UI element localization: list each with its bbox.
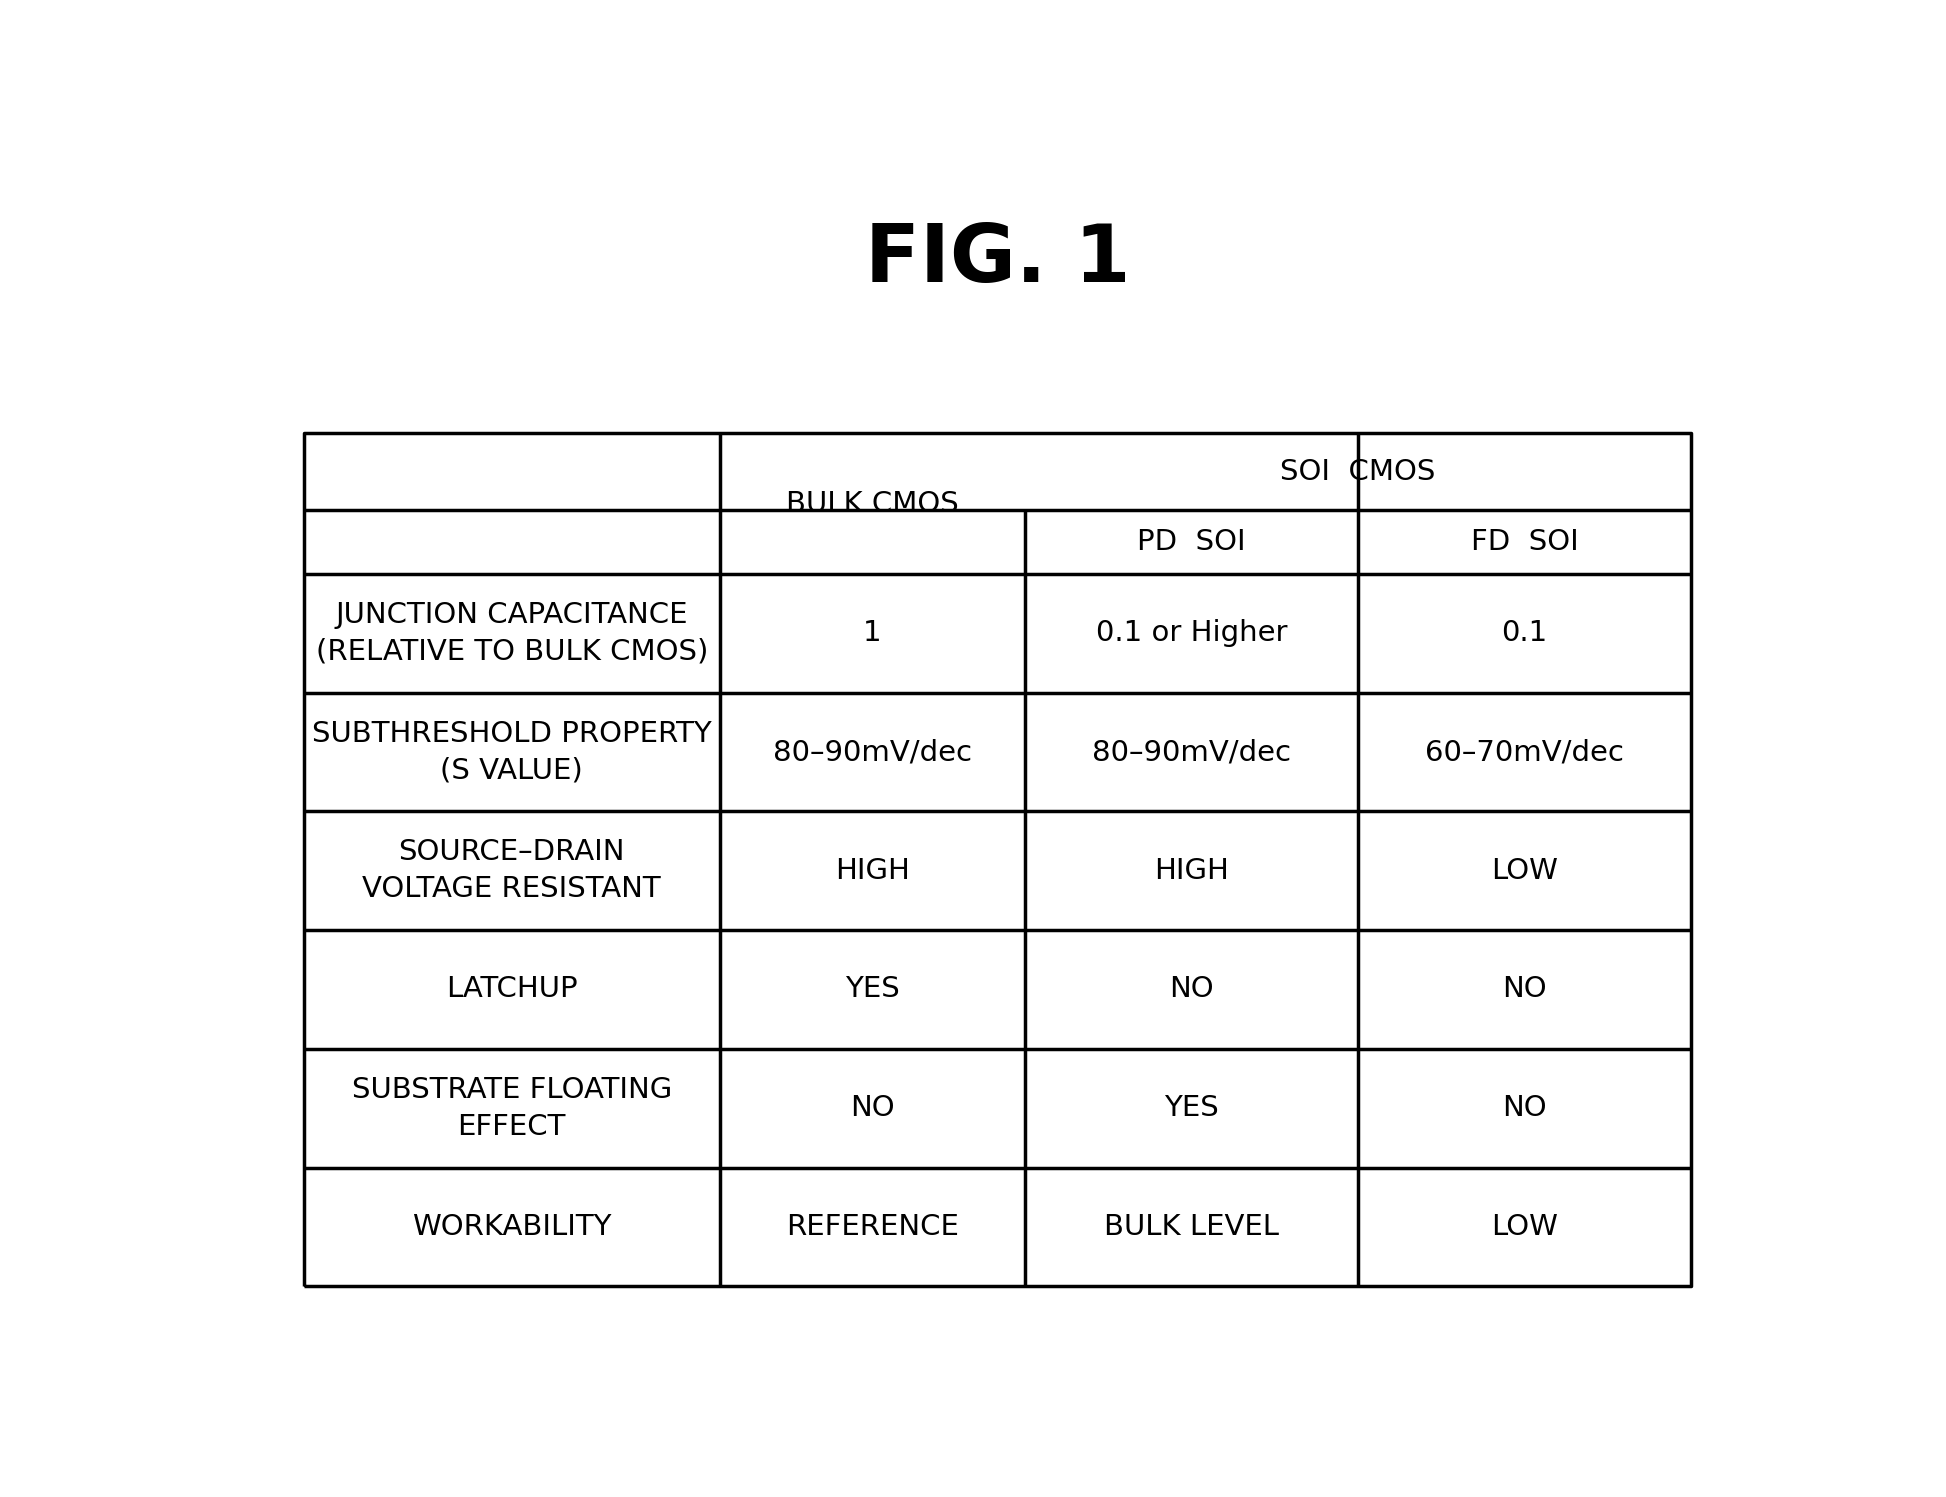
Text: NO: NO: [850, 1094, 895, 1123]
Text: WORKABILITY: WORKABILITY: [413, 1213, 611, 1241]
Text: 0.1 or Higher: 0.1 or Higher: [1096, 620, 1288, 647]
Text: HIGH: HIGH: [835, 856, 911, 885]
Text: JUNCTION CAPACITANCE
(RELATIVE TO BULK CMOS): JUNCTION CAPACITANCE (RELATIVE TO BULK C…: [315, 600, 708, 666]
Text: SUBTHRESHOLD PROPERTY
(S VALUE): SUBTHRESHOLD PROPERTY (S VALUE): [311, 720, 712, 784]
Text: 80–90mV/dec: 80–90mV/dec: [773, 738, 971, 766]
Text: 80–90mV/dec: 80–90mV/dec: [1092, 738, 1290, 766]
Text: SOI  CMOS: SOI CMOS: [1280, 458, 1436, 485]
Text: FD  SOI: FD SOI: [1471, 528, 1578, 555]
Text: YES: YES: [1164, 1094, 1218, 1123]
Text: LOW: LOW: [1491, 1213, 1559, 1241]
Text: YES: YES: [845, 976, 899, 1003]
Text: 1: 1: [864, 620, 882, 647]
Text: PD  SOI: PD SOI: [1136, 528, 1245, 555]
Text: FIG. 1: FIG. 1: [864, 222, 1131, 299]
Text: NO: NO: [1502, 1094, 1547, 1123]
Text: LATCHUP: LATCHUP: [446, 976, 578, 1003]
Text: HIGH: HIGH: [1154, 856, 1230, 885]
Text: BULK LEVEL: BULK LEVEL: [1103, 1213, 1279, 1241]
Text: NO: NO: [1502, 976, 1547, 1003]
Text: SOURCE–DRAIN
VOLTAGE RESISTANT: SOURCE–DRAIN VOLTAGE RESISTANT: [362, 838, 662, 903]
Text: REFERENCE: REFERENCE: [786, 1213, 959, 1241]
Text: LOW: LOW: [1491, 856, 1559, 885]
Text: 60–70mV/dec: 60–70mV/dec: [1424, 738, 1625, 766]
Text: 0.1: 0.1: [1502, 620, 1547, 647]
Text: BULK CMOS: BULK CMOS: [786, 490, 959, 518]
Text: NO: NO: [1170, 976, 1214, 1003]
Text: SUBSTRATE FLOATING
EFFECT: SUBSTRATE FLOATING EFFECT: [352, 1076, 671, 1141]
